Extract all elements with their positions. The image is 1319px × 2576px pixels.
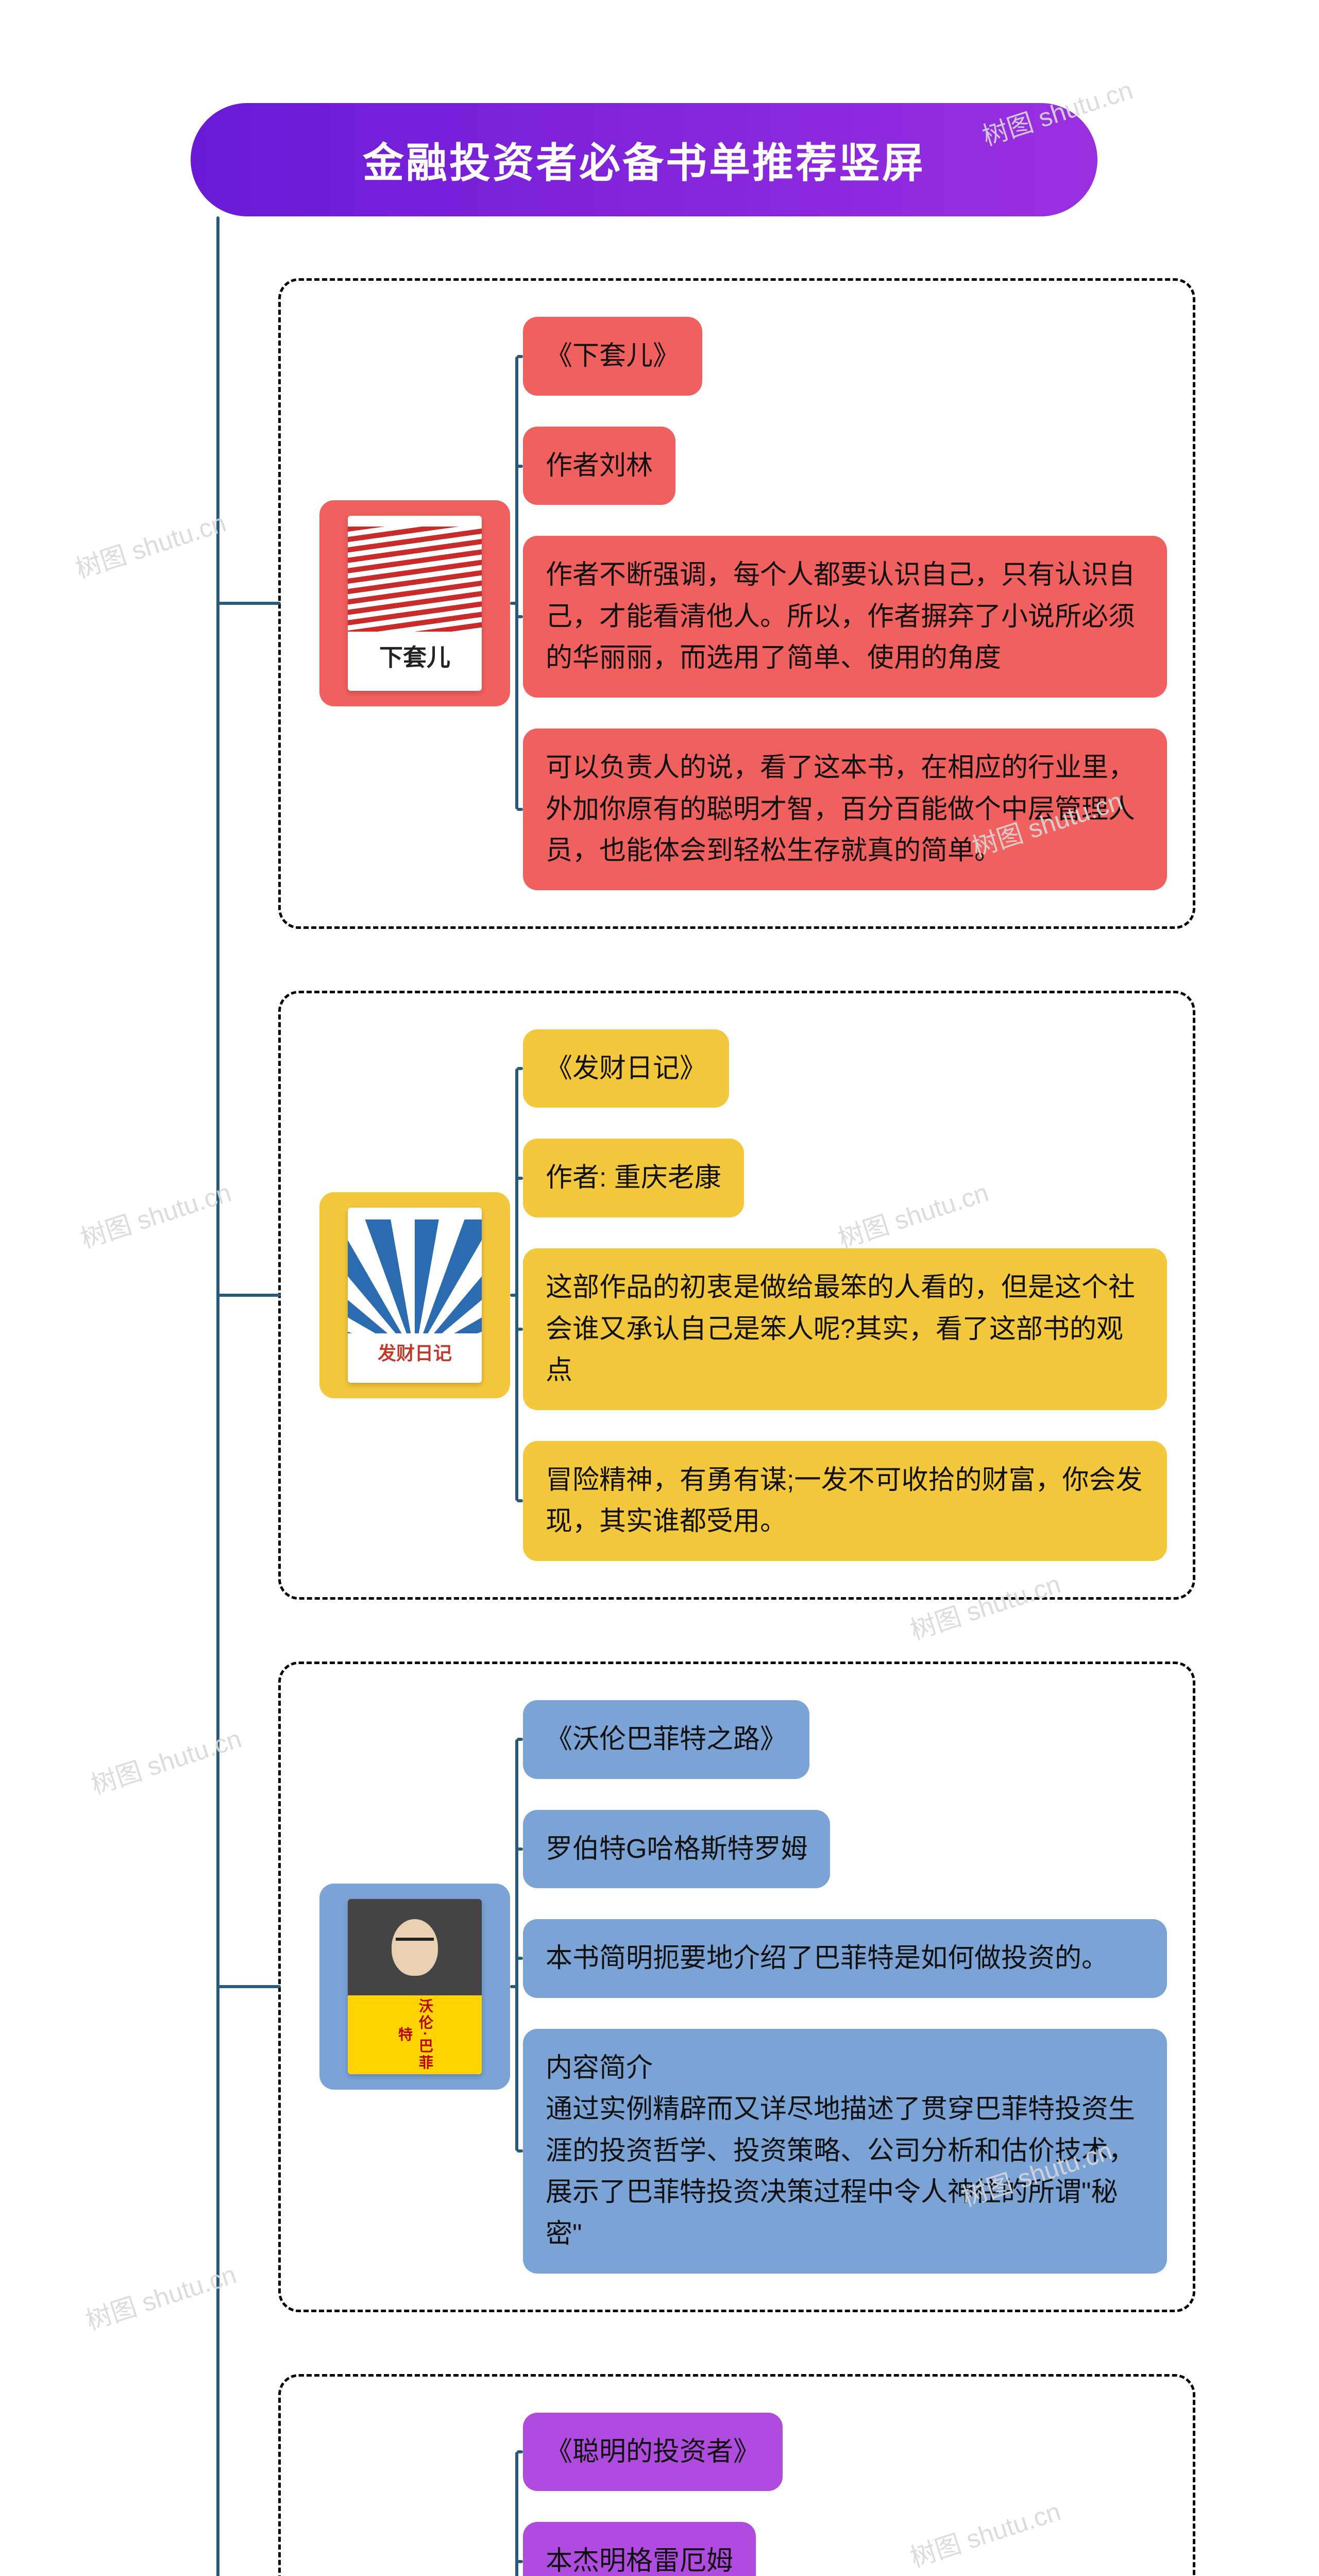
tree-trunk-line (216, 216, 219, 2576)
book-author: 罗伯特G哈格斯特罗姆 (523, 1810, 830, 1889)
book-cover-card: 发财日记 (319, 1192, 510, 1398)
book-desc: 这部作品的初衷是做给最笨的人看的，但是这个社会谁又承认自己是笨人呢?其实，看了这… (523, 1248, 1167, 1410)
book-title: 《发财日记》 (523, 1029, 729, 1108)
book-title: 《下套儿》 (523, 317, 702, 396)
book-desc: 可以负责人的说，看了这本书，在相应的行业里，外加你原有的聪明才智，百分百能做个中… (523, 728, 1167, 890)
book-block: 下套儿 《下套儿》作者刘林作者不断强调，每个人都要认识自己，只有认识自己，才能看清… (278, 278, 1195, 929)
book-cover-image: 下套儿 (348, 516, 482, 691)
book-author: 作者: 重庆老康 (523, 1139, 744, 1217)
book-desc: 作者不断强调，每个人都要认识自己，只有认识自己，才能看清他人。所以，作者摒弃了小… (523, 536, 1167, 698)
book-cover-image: 发财日记 (348, 1208, 482, 1383)
book-desc: 本书简明扼要地介绍了巴菲特是如何做投资的。 (523, 1919, 1167, 1998)
book-desc: 冒险精神，有勇有谋;一发不可收拾的财富，你会发现，其实谁都受用。 (523, 1441, 1167, 1561)
book-cover-card: 下套儿 (319, 500, 510, 706)
book-desc: 内容简介 通过实例精辟而又详尽地描述了贯穿巴菲特投资生涯的投资哲学、投资策略、公… (523, 2029, 1167, 2274)
page-title: 金融投资者必备书单推荐竖屏 (191, 103, 1097, 216)
book-title: 《聪明的投资者》 (523, 2413, 783, 2492)
book-block: 聪明的投资者《聪明的投资者》本杰明格雷厄姆内容简介 这是一本投资实务领域的世界级… (278, 2374, 1195, 2576)
book-block: 沃伦·巴菲特 《沃伦巴菲特之路》罗伯特G哈格斯特罗姆本书简明扼要地介绍了巴菲特是如… (278, 1662, 1195, 2312)
page-title-text: 金融投资者必备书单推荐竖屏 (363, 130, 925, 190)
book-block: 发财日记 《发财日记》作者: 重庆老康这部作品的初衷是做给最笨的人看的，但是这个社… (278, 991, 1195, 1600)
book-author: 本杰明格雷厄姆 (523, 2522, 756, 2576)
book-cover-image: 沃伦·巴菲特 (348, 1899, 482, 2074)
book-author: 作者刘林 (523, 427, 675, 505)
book-cover-card: 沃伦·巴菲特 (319, 1884, 510, 2090)
book-title: 《沃伦巴菲特之路》 (523, 1700, 809, 1779)
